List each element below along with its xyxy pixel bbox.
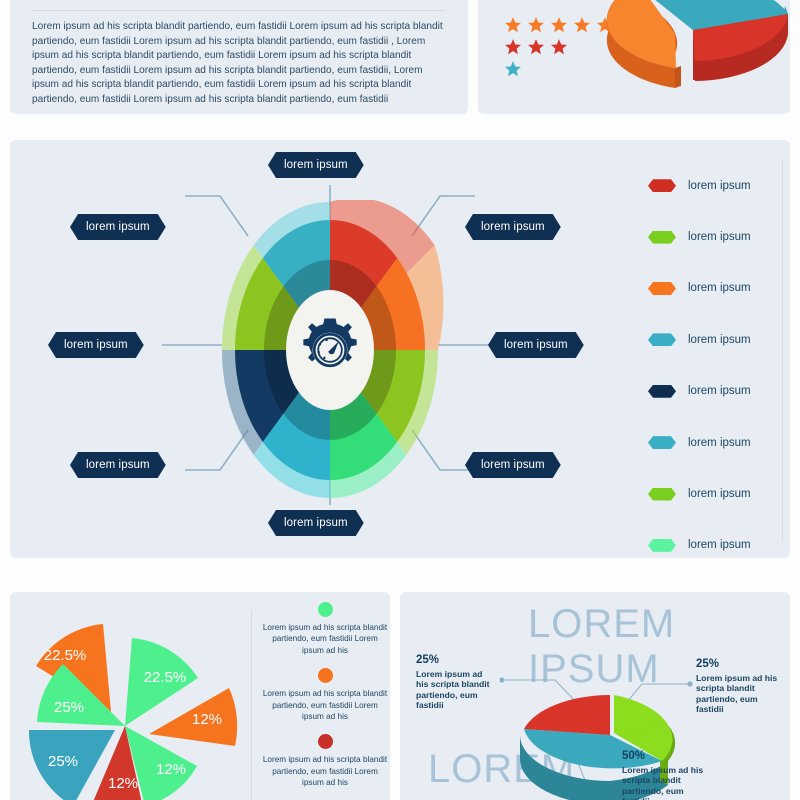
callout-left: 25% Lorem ipsum ad his scripta blandit p… [416,654,496,711]
svg-text:12%: 12% [156,761,186,778]
hex-label-8[interactable]: lorem ipsum [268,510,364,536]
callout-right: 25% Lorem ipsum ad his scripta blandit p… [696,658,780,715]
legend-divider [782,160,783,542]
donut-legend: lorem ipsum lorem ipsum lorem ipsum lorem i… [648,160,798,571]
callout-right-text: Lorem ipsum ad his scripta blandit parti… [696,673,778,715]
legend-color-chip [648,231,676,244]
pinwheel-legend-text: Lorem ipsum ad his scripta blandit parti… [262,755,388,788]
star-icon [528,39,544,55]
legend-color-chip [648,282,676,295]
legend-label: lorem ipsum [688,436,751,449]
pinwheel-legend-dot [317,602,333,617]
legend-label: lorem ipsum [688,231,751,244]
legend-label: lorem ipsum [688,282,751,295]
pinwheel-legend-text: Lorem ipsum ad his scripta blandit parti… [262,689,388,722]
svg-text:22.5%: 22.5% [144,669,187,686]
svg-text:25%: 25% [54,699,84,716]
legend-row[interactable]: lorem ipsum [648,211,798,262]
legend-color-chip [648,179,676,192]
star-icon [551,39,567,55]
legend-row[interactable]: lorem ipsum [648,520,798,571]
text-panel: Lorem ipsum ad his scripta blandit parti… [10,0,468,114]
pinwheel-legend-item[interactable]: Lorem ipsum ad his scripta blandit parti… [262,734,388,788]
callout-right-pct: 25% [696,658,720,670]
legend-color-chip [648,488,676,501]
hex-label-7[interactable]: lorem ipsum [465,452,561,478]
callout-bottom-pct: 50% [622,750,646,762]
legend-label: lorem ipsum [688,179,751,192]
hex-label-6[interactable]: lorem ipsum [70,452,166,478]
hex-label-2[interactable]: lorem ipsum [70,214,166,240]
legend-label: lorem ipsum [688,539,751,552]
callout-bottom: 50% Lorem ipsum ad his scripta blandit p… [622,750,706,800]
legend-row[interactable]: lorem ipsum [648,160,798,211]
hex-label-1[interactable]: lorem ipsum [268,152,364,178]
pinwheel-legend-item[interactable]: Lorem ipsum ad his scripta blandit parti… [262,602,388,656]
hex-label-5[interactable]: lorem ipsum [488,332,584,358]
legend-color-chip [648,539,676,552]
watermark-title-top: LOREM IPSUM [528,602,676,691]
legend-row[interactable]: lorem ipsum [648,417,798,468]
pinwheel-legend: Lorem ipsum ad his scripta blandit parti… [262,602,388,800]
legend-color-chip [648,385,676,398]
pinwheel-legend-dot [317,734,333,750]
star-icon [505,61,521,77]
panel-divider [32,10,446,11]
star-icon [574,17,590,33]
center-donut-chart [210,200,450,500]
callout-bottom-text: Lorem ipsum ad his scripta blandit parti… [622,765,704,800]
svg-text:12%: 12% [192,711,222,728]
star-rating-row-2 [504,38,568,56]
gear-speedometer-icon [303,318,357,368]
legend-row[interactable]: lorem ipsum [648,263,798,314]
pie-callout-panel: LOREM IPSUM LOREM [400,592,790,800]
pinwheel-panel: 22.5% 22.5% 12% 12% 12% 25 [10,592,390,800]
callout-left-text: Lorem ipsum ad his scripta blandit parti… [416,669,490,711]
callout-left-pct: 25% [416,654,440,666]
pinwheel-divider [251,610,252,800]
legend-row[interactable]: lorem ipsum [648,366,798,417]
legend-label: lorem ipsum [688,333,751,346]
legend-row[interactable]: lorem ipsum [648,468,798,519]
svg-text:12%: 12% [108,775,138,792]
hex-label-4[interactable]: lorem ipsum [48,332,144,358]
legend-row[interactable]: lorem ipsum [648,314,798,365]
svg-text:22.5%: 22.5% [44,647,87,664]
star-rating-row-3 [504,60,522,78]
pinwheel-chart: 22.5% 22.5% 12% 12% 12% 25 [28,624,238,800]
bottom-3d-pie-chart [520,695,676,800]
exploded-3d-pie-chart [606,0,788,88]
pinwheel-legend-text: Lorem ipsum ad his scripta blandit parti… [262,623,388,655]
main-donut-panel: lorem ipsum lorem ipsum lorem ipsum lore… [10,140,790,558]
svg-text:25%: 25% [48,753,78,770]
hex-label-3[interactable]: lorem ipsum [465,214,561,240]
star-icon [551,17,567,33]
legend-label: lorem ipsum [688,385,751,398]
star-icon [505,17,521,33]
legend-color-chip [648,436,676,449]
pinwheel-legend-dot [317,668,333,684]
star-rating-row-1 [504,16,614,34]
rating-pie-panel [478,0,790,114]
legend-color-chip [648,333,676,346]
legend-label: lorem ipsum [688,488,751,501]
star-icon [528,17,544,33]
pinwheel-legend-item[interactable]: Lorem ipsum ad his scripta blandit parti… [262,668,388,722]
star-icon [505,39,521,55]
connector-lines [162,185,498,505]
body-paragraph: Lorem ipsum ad his scripta blandit parti… [32,21,443,105]
